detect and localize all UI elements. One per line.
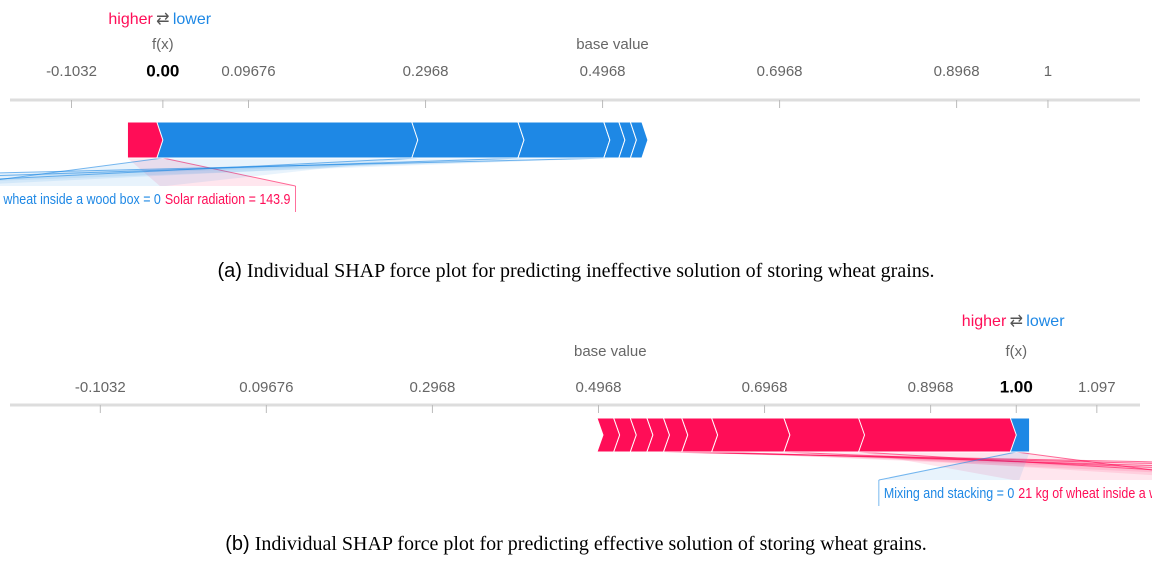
base-value-label: base value: [576, 36, 649, 53]
x-tick-label: 1.097: [1078, 379, 1116, 396]
caption-text: Individual SHAP force plot for predictin…: [255, 533, 927, 555]
positive-segment: [783, 417, 866, 453]
fx-label: f(x): [152, 36, 174, 53]
x-tick-label: 0.4968: [580, 63, 626, 80]
negative-segment: [1009, 417, 1031, 453]
label-divider: [663, 451, 1152, 463]
x-tick-label: 0.6968: [742, 379, 788, 396]
x-tick-label: 1.00: [1000, 377, 1033, 396]
label-divider: [162, 157, 296, 187]
label-divider: [0, 157, 524, 176]
base-value-label: base value: [574, 343, 647, 360]
x-tick-label: 0.2968: [409, 379, 455, 396]
label-connector: [681, 452, 1152, 470]
caption: (a) Individual SHAP force plot for predic…: [217, 260, 934, 283]
x-tick-label: -0.1032: [75, 379, 126, 396]
label-connector: [646, 452, 1152, 464]
caption: (b) Individual SHAP force plot for predic…: [225, 533, 927, 556]
negative-segment: [629, 121, 649, 159]
negative-segment: [156, 121, 419, 159]
lower-label: lower: [173, 11, 212, 28]
label-connector: [0, 158, 610, 181]
higher-label: higher: [962, 313, 1007, 330]
feature-label: 21 kg of wheat inside a wood box = 0: [0, 191, 161, 208]
label-connector: [878, 452, 1030, 480]
label-connector: [0, 158, 625, 177]
x-tick-label: 0.6968: [757, 63, 803, 80]
negative-segment: [517, 121, 611, 159]
x-tick-label: 0.4968: [576, 379, 622, 396]
lower-label: lower: [1026, 313, 1065, 330]
x-tick-label: 0.09676: [221, 63, 275, 80]
x-tick-label: 0.00: [146, 61, 179, 80]
fx-label: f(x): [1005, 343, 1027, 360]
x-tick-label: -0.1032: [46, 63, 97, 80]
feature-labels: 21 kg of wheat inside a wood box = 1Air …: [646, 451, 1152, 506]
negative-segment: [411, 121, 525, 159]
label-connector: [783, 452, 1152, 476]
label-divider: [858, 451, 1152, 471]
positive-segment: [710, 417, 791, 453]
feature-label: Solar radiation = 143.9: [165, 191, 291, 208]
x-tick-label: 0.2968: [403, 63, 449, 80]
caption-label: (b): [225, 533, 249, 555]
positive-segment: [858, 417, 1023, 453]
label-divider: [878, 451, 1017, 481]
label-divider: [0, 157, 163, 180]
caption-label: (a): [217, 260, 241, 282]
feature-labels: Solar radiation = 143.921 kg of wheat in…: [0, 157, 625, 212]
x-tick-label: 0.09676: [239, 379, 293, 396]
direction-arrow: ⇄: [156, 11, 169, 28]
label-connector: [0, 158, 524, 184]
label-connector: [127, 158, 296, 186]
positive-segment: [596, 417, 621, 453]
feature-label: 21 kg of wheat inside a wood box = 1: [1018, 485, 1152, 502]
label-divider: [0, 157, 610, 174]
x-tick-label: 0.8968: [934, 63, 980, 80]
x-tick-label: 0.8968: [908, 379, 954, 396]
caption-text: Individual SHAP force plot for predictin…: [247, 260, 935, 282]
higher-label: higher: [108, 11, 153, 28]
label-divider: [0, 157, 418, 180]
direction-arrow: ⇄: [1010, 313, 1023, 330]
x-tick-label: 1: [1044, 63, 1052, 80]
feature-label: Mixing and stacking = 0: [884, 485, 1014, 502]
